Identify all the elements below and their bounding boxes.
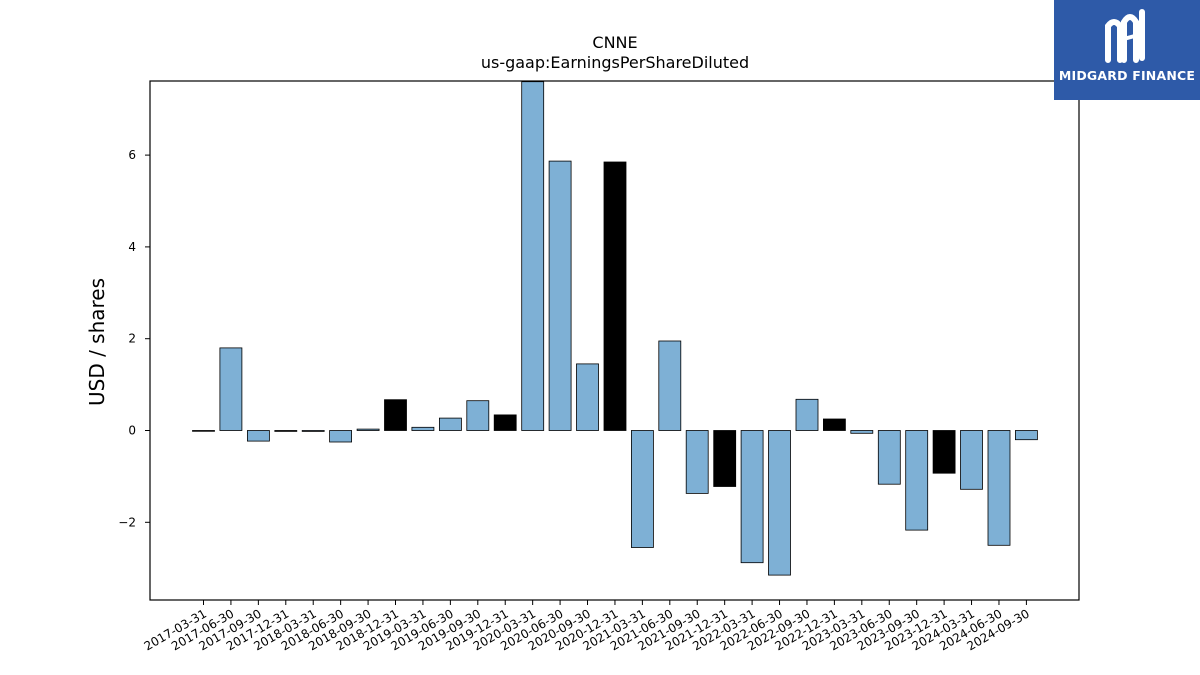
bar-2017-03-31 [192, 430, 215, 432]
y-axis-label: USD / shares [85, 278, 109, 406]
bar-2019-03-31 [411, 426, 435, 431]
bar-2024-06-30 [987, 430, 1011, 546]
y-tick-label-0: 0 [128, 424, 136, 438]
bar-2023-06-30 [877, 430, 901, 485]
bar-2021-06-30 [658, 340, 682, 431]
chart-subtitle: us-gaap:EarningsPerShareDiluted [481, 53, 749, 72]
bar-2024-03-31 [960, 430, 983, 490]
bar-2022-06-30 [768, 430, 791, 576]
bar-2023-12-31 [932, 430, 956, 474]
y-tick-label-6: 6 [128, 148, 136, 162]
bar-2017-12-31 [274, 430, 298, 432]
bar-2018-12-31 [384, 399, 407, 431]
chart-title: CNNE [592, 33, 637, 52]
bar-2018-09-30 [356, 428, 380, 431]
logo-text: MIDGARD FINANCE [1058, 68, 1196, 83]
bar-2024-09-30 [1015, 430, 1038, 441]
bar-2023-03-31 [850, 430, 874, 434]
bar-2017-09-30 [246, 430, 270, 442]
y-tick-label-4: 4 [128, 240, 136, 254]
y-tick-label-2: 2 [128, 332, 136, 346]
x-ticks-group: 2017-03-312017-06-302017-09-302017-12-31… [142, 600, 1032, 653]
bars-group [192, 81, 1038, 576]
bar-2020-03-31 [521, 81, 545, 431]
bar-2023-09-30 [905, 430, 929, 531]
bar-2021-09-30 [685, 430, 709, 494]
bar-2018-06-30 [329, 430, 353, 443]
midgard-finance-logo: MIDGARD FINANCE [1054, 0, 1200, 100]
bar-2020-06-30 [548, 160, 572, 431]
bar-2019-12-31 [493, 414, 517, 431]
bar-2022-03-31 [740, 430, 764, 564]
bar-2020-09-30 [576, 363, 599, 431]
bar-2022-12-31 [823, 418, 846, 431]
bar-2018-03-31 [301, 430, 325, 432]
y-ticks-group: −2 0 2 4 6 [118, 148, 150, 529]
bar-2021-12-31 [713, 430, 737, 487]
bar-2019-09-30 [466, 400, 490, 431]
midgard-logo-icon [1105, 9, 1145, 63]
bar-2017-06-30 [219, 347, 243, 431]
bar-2021-03-31 [631, 430, 654, 548]
bar-2019-06-30 [438, 417, 462, 431]
bar-2022-09-30 [795, 398, 819, 431]
y-tick-label--2: −2 [118, 515, 136, 529]
plot-frame [149, 80, 1080, 601]
bar-2020-12-31 [603, 161, 627, 431]
